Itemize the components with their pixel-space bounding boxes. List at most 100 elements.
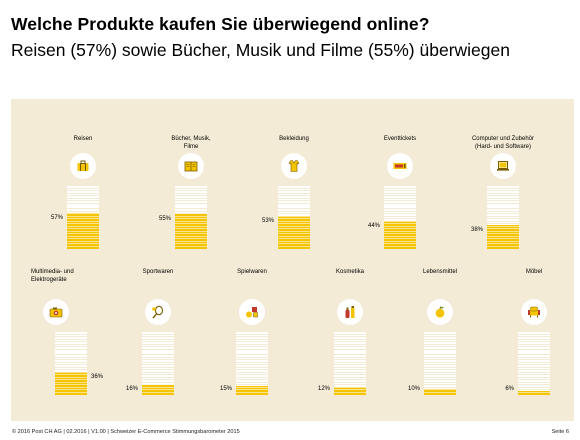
bar-fill-line	[55, 376, 87, 378]
bar-fill-line	[175, 238, 207, 239]
bar-background-stripe	[142, 382, 174, 385]
bar-fill-line	[487, 230, 519, 232]
bar-fill-line	[175, 218, 207, 219]
value-label-sportwaren: 16%	[125, 386, 138, 392]
bar-background-stripe	[334, 339, 366, 342]
bar-background-stripe	[424, 385, 456, 387]
bar-background-stripe	[384, 211, 416, 214]
bar-fill-line	[384, 220, 416, 222]
tennis-racket-icon	[152, 305, 164, 319]
bar-fill-line	[67, 218, 99, 219]
category-label-line: (Hard- und Software)	[474, 143, 532, 150]
bar-background-stripe	[518, 339, 550, 342]
bar-fill-line	[278, 215, 310, 217]
bar-background-stripe	[142, 372, 174, 375]
bar-background-stripe	[334, 332, 366, 334]
bar-background-stripe	[424, 372, 456, 375]
laptop-icon	[497, 161, 509, 171]
bar-fill-line	[175, 225, 207, 227]
bar-background-stripe	[55, 352, 87, 355]
bar-fill-line	[55, 391, 87, 393]
bar-background-stripe	[67, 186, 99, 188]
suitcase-icon	[77, 160, 89, 171]
category-label-line: Multimedia- und	[31, 269, 74, 275]
bar-background-stripe	[236, 344, 268, 347]
bar-background-stripe	[424, 354, 456, 357]
value-label-lebensmittel: 10%	[407, 386, 420, 392]
bar-background-stripe	[424, 365, 456, 367]
bar-background-stripe	[142, 347, 174, 349]
category-label-sportwaren: Sportwaren	[113, 269, 203, 277]
bar-fill-line	[67, 233, 99, 234]
bar-fill	[384, 220, 416, 249]
bar-background-stripe	[384, 196, 416, 198]
bar-background-stripe	[278, 203, 310, 206]
category-label-eventtickets: Eventtickets	[355, 136, 445, 144]
bar-background-stripe	[278, 201, 310, 203]
bar-background-stripe	[384, 206, 416, 209]
category-label-line: Reisen	[73, 136, 93, 142]
bar-background-stripe	[55, 339, 87, 342]
category-label-reisen: Reisen	[38, 136, 128, 144]
bar-background-stripe	[334, 354, 366, 357]
bar-background-stripe	[384, 216, 416, 219]
bar-background-stripe	[518, 375, 550, 377]
bar-fill	[518, 391, 550, 395]
bar-background-stripe	[67, 196, 99, 198]
bar-background-stripe	[278, 198, 310, 201]
bar-fill-line	[67, 220, 99, 222]
bar-background-stripe	[384, 193, 416, 196]
bar-background-stripe	[142, 377, 174, 380]
bar-background-stripe	[518, 380, 550, 382]
bar-background-stripe	[384, 208, 416, 211]
page-title: Welche Produkte kaufen Sie überwiegend o…	[11, 14, 430, 34]
bar-background-stripe	[142, 342, 174, 344]
bar-background-stripe	[142, 362, 174, 365]
bar-background-stripe	[424, 375, 456, 377]
bar-background-stripe	[236, 347, 268, 349]
bar-fill-line	[142, 386, 174, 388]
bar-fill-line	[67, 238, 99, 239]
bar-background-stripe	[236, 360, 268, 362]
bar-background-stripe	[424, 337, 456, 339]
category-label-line: Möbel	[525, 269, 543, 275]
bar-fill-line	[278, 243, 310, 244]
category-label-line: Spielwaren	[237, 269, 267, 275]
bar-fill-line	[142, 391, 174, 393]
bar-background-stripe	[278, 208, 310, 211]
bar-background-stripe	[236, 337, 268, 339]
bar-background-stripe	[384, 214, 416, 216]
bar-background-stripe	[67, 198, 99, 201]
bar-fill-line	[487, 233, 519, 234]
camera-icon	[49, 307, 63, 318]
bar-background-stripe	[175, 208, 207, 211]
bar-fill-line	[67, 243, 99, 244]
bar-fill-line	[278, 225, 310, 227]
category-label-computer-und-zubehoer-hard-und-software: Computer und Zubehör (Hard- und Software)	[458, 136, 548, 151]
bar-background-stripe	[487, 224, 519, 226]
bar-fill-line	[518, 391, 550, 393]
bar-background-stripe	[175, 193, 207, 196]
bar-background-stripe	[384, 188, 416, 191]
bar-moebel	[518, 332, 550, 395]
bar-background-stripe	[487, 186, 519, 188]
bar-fill-line	[175, 243, 207, 244]
icon-badge-reisen	[70, 153, 96, 179]
bar-background-stripe	[67, 193, 99, 196]
bar-fill-line	[55, 386, 87, 388]
bar-background-stripe	[334, 367, 366, 370]
bar-background-stripe	[518, 337, 550, 339]
bar-background-stripe	[334, 360, 366, 362]
bar-fill-line	[334, 389, 366, 390]
bar-background-stripe	[142, 349, 174, 352]
bar-background-stripe	[142, 370, 174, 372]
bar-fill-line	[175, 220, 207, 222]
category-label-buecher-musik-filme: Bücher, Musik, Filme	[146, 136, 236, 151]
page-subtitle: Reisen (57%) sowie Bücher, Musik und Fil…	[11, 40, 510, 60]
bar-background-stripe	[175, 198, 207, 201]
bar-background-stripe	[175, 188, 207, 191]
bar-background-stripe	[236, 334, 268, 337]
value-label-bekleidung: 53%	[261, 217, 274, 224]
bar-fill-line	[487, 238, 519, 239]
bar-fill-line	[384, 235, 416, 237]
